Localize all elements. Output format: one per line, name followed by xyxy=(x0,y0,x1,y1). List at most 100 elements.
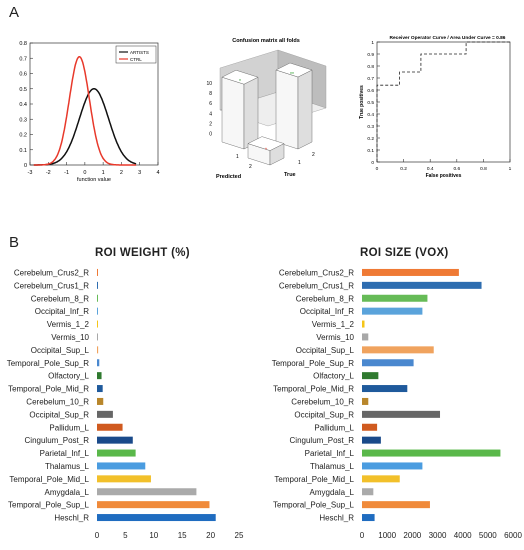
x-tick-label: -3 xyxy=(28,170,33,176)
y-axis-label: True positives xyxy=(359,85,365,119)
bar-heschl-r xyxy=(362,514,375,522)
category-label: Heschl_R xyxy=(319,514,354,523)
panel-a-label: A xyxy=(9,4,20,21)
bar-temporal-pole-sup-r xyxy=(362,359,414,367)
category-label: Cingulum_Post_R xyxy=(25,436,90,445)
category-label: Occipital_Inf_R xyxy=(35,307,89,316)
density-curve-artists xyxy=(33,88,137,166)
category-label: Pallidum_L xyxy=(49,423,89,432)
y-tick-label: 0.8 xyxy=(19,41,27,47)
category-label: Temporal_Pole_Mid_R xyxy=(8,385,89,394)
bar-occipital-inf-r xyxy=(362,307,423,315)
y-tick-label: 0.1 xyxy=(19,148,27,154)
bar-pred2-true2-side xyxy=(297,69,313,150)
density-chart: -3 -2 -1 0 1 2 3 4 0 0.1 0.2 0.3 0.4 0.5 0.6 0.7 0.8 func… xyxy=(19,41,159,183)
legend-label: ARTISTS xyxy=(130,50,149,55)
category-label: Vermis_1_2 xyxy=(47,320,90,329)
bar-amygdala-l xyxy=(97,488,197,496)
bar-parietal-inf-l xyxy=(97,449,136,457)
category-label: Vermis_1_2 xyxy=(312,320,355,329)
bar-cerebelum-10-r xyxy=(362,397,369,405)
category-label: Thalamus_L xyxy=(310,462,355,471)
x-tick-label: -2 xyxy=(46,170,51,176)
z-tick-label: 2 xyxy=(209,121,212,127)
y-axis-label: True xyxy=(284,172,296,178)
bar-parietal-inf-l xyxy=(362,449,501,457)
category-label: Temporal_Pole_Mid_L xyxy=(9,475,89,484)
axis-tick-label: 2 xyxy=(249,164,252,170)
bar-thalamus-l xyxy=(97,462,146,470)
y-tick-label: 0.1 xyxy=(367,148,374,154)
x-tick-label: -1 xyxy=(64,170,69,176)
bar-vermis-10 xyxy=(97,333,98,341)
category-label: Occipital_Sup_L xyxy=(31,346,90,355)
bar-olfactory-l xyxy=(362,372,379,380)
x-tick-label: 0 xyxy=(83,170,86,176)
y-tick-label: 0.5 xyxy=(367,100,374,106)
y-tick-label: 0.5 xyxy=(19,87,27,93)
x-tick-label: 2000 xyxy=(403,531,421,540)
y-tick-label: 0.9 xyxy=(367,52,374,58)
category-label: Cerebelum_10_R xyxy=(26,397,89,406)
bar-value-mark: * xyxy=(239,79,241,85)
density-curve-ctrl xyxy=(33,56,137,166)
category-label: Temporal_Pole_Mid_L xyxy=(274,475,354,484)
category-label: Heschl_R xyxy=(54,514,89,523)
x-tick-label: 3000 xyxy=(429,531,447,540)
bar-temporal-pole-sup-l xyxy=(362,501,430,509)
bar-pallidum-l xyxy=(362,423,378,431)
x-tick-label: 1 xyxy=(102,170,105,176)
bar-value-mark: ** xyxy=(290,72,294,78)
y-tick-label: 0.4 xyxy=(19,102,27,108)
category-label: Occipital_Sup_R xyxy=(29,410,89,419)
bar-pallidum-l xyxy=(97,423,123,431)
bar-occipital-inf-r xyxy=(97,307,98,315)
bar-vermis-10 xyxy=(362,333,369,341)
x-tick-label: 15 xyxy=(178,531,187,540)
z-tick-label: 0 xyxy=(209,132,212,138)
roi-weight-title: ROI WEIGHT (%) xyxy=(95,247,190,259)
category-label: Parietal_Inf_L xyxy=(40,449,90,458)
bar-thalamus-l xyxy=(362,462,423,470)
category-label: Parietal_Inf_L xyxy=(305,449,355,458)
y-tick-label: 0.4 xyxy=(367,112,374,118)
y-tick-label: 0 xyxy=(24,163,27,169)
category-label: Temporal_Pole_Sup_L xyxy=(273,501,354,510)
bar-cerebelum-8-r xyxy=(97,294,98,302)
roi-size-title: ROI SIZE (VOX) xyxy=(360,247,449,259)
category-label: Occipital_Sup_R xyxy=(294,410,354,419)
category-label: Cerebelum_Crus1_R xyxy=(14,281,89,290)
bar-amygdala-l xyxy=(362,488,374,496)
z-tick-label: 8 xyxy=(209,91,212,97)
bar-cerebelum-crus1-r xyxy=(362,281,482,289)
category-label: Thalamus_L xyxy=(45,462,90,471)
x-axis-label: function value xyxy=(77,177,111,183)
axis-tick-label: 2 xyxy=(312,152,315,158)
bar-pred1-true1-top xyxy=(221,69,259,85)
z-tick-label: 10 xyxy=(206,81,212,87)
y-tick-label: 0 xyxy=(371,160,374,166)
x-tick-label: 4000 xyxy=(454,531,472,540)
roi-weight-chart: Cerebelum_Crus2_R Cerebelum_Crus1_R Cerebe… xyxy=(7,268,244,540)
category-label: Temporal_Pole_Sup_R xyxy=(272,359,354,368)
bar-cerebelum-crus1-r xyxy=(97,281,98,289)
z-tick-label: 6 xyxy=(209,101,212,107)
x-tick-label: 25 xyxy=(235,531,244,540)
bar-occipital-sup-l xyxy=(97,346,99,354)
x-tick-label: 0 xyxy=(360,531,365,540)
x-tick-label: 6000 xyxy=(504,531,522,540)
x-axis-label: False positives xyxy=(426,173,462,179)
category-label: Amygdala_L xyxy=(45,488,90,497)
y-tick-label: 0.2 xyxy=(19,133,27,139)
y-tick-label: 0.7 xyxy=(367,76,374,82)
category-label: Olfactory_L xyxy=(313,372,354,381)
bar-value-mark: * xyxy=(265,148,267,154)
bar-cerebelum-10-r xyxy=(97,397,104,405)
category-label: Cingulum_Post_R xyxy=(290,436,355,445)
x-tick-label: 0.4 xyxy=(427,166,434,172)
x-tick-label: 0 xyxy=(376,166,379,172)
bar-occipital-sup-r xyxy=(362,410,441,418)
legend-label: CTRL xyxy=(130,57,142,62)
y-tick-label: 0.3 xyxy=(19,117,27,123)
x-tick-label: 5 xyxy=(123,531,128,540)
